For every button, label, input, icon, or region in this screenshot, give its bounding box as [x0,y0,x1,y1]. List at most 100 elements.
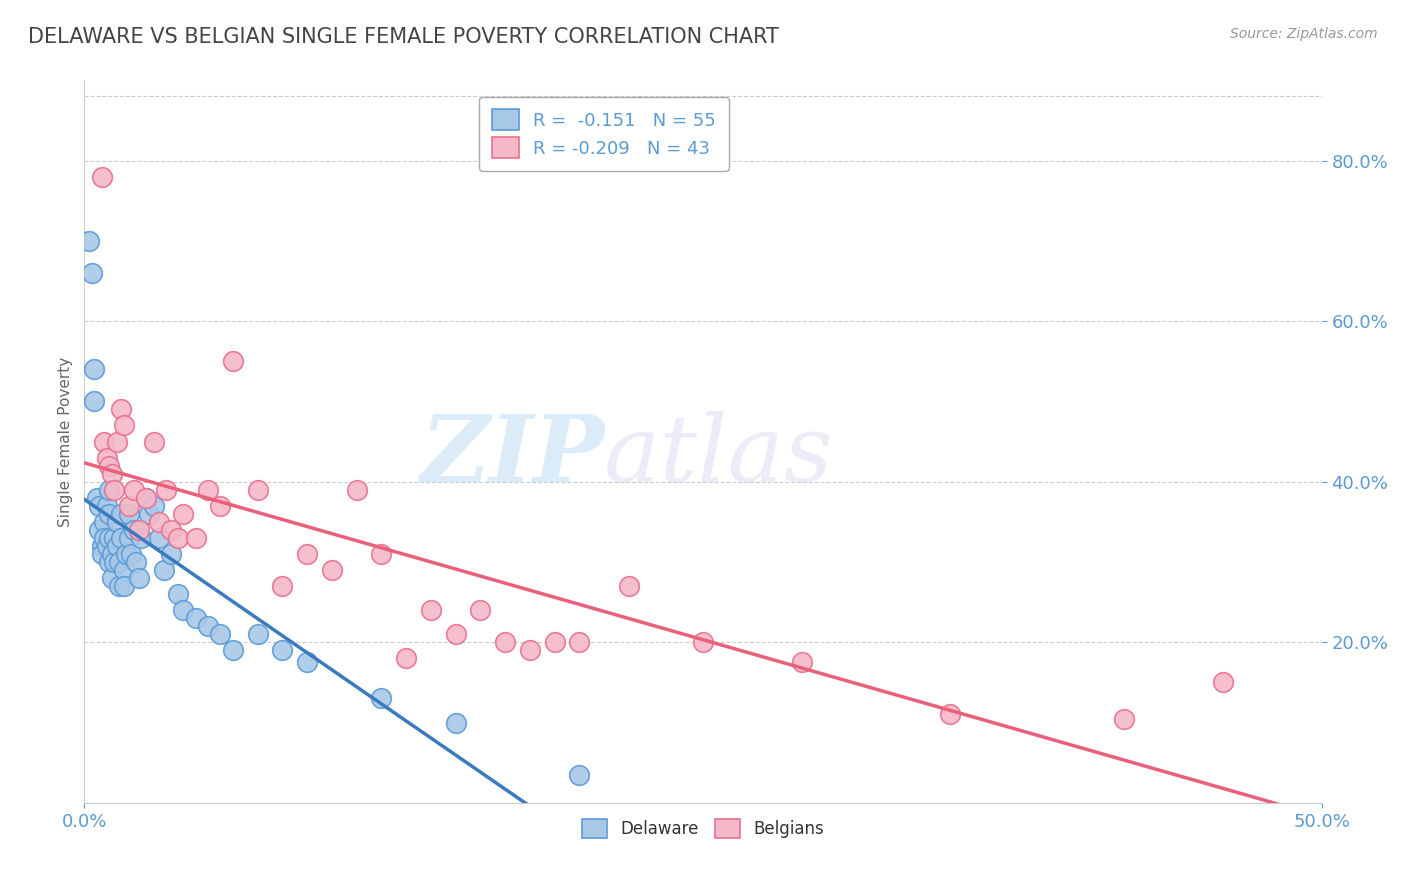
Point [98,531,121,545]
Point [122,523,145,537]
Point [617,579,640,593]
Point [568,767,591,781]
Point [112,563,135,577]
Point [93,434,115,449]
Point [222,354,245,368]
Point [93,515,115,529]
Point [148,515,170,529]
Point [118,507,141,521]
Point [172,603,194,617]
Point [246,483,269,497]
Point [160,523,183,537]
Point [295,655,318,669]
Text: Source: ZipAtlas.com: Source: ZipAtlas.com [1230,27,1378,41]
Text: atlas: atlas [605,411,834,501]
Point [1112,712,1135,726]
Point [110,402,132,417]
Point [90,539,112,553]
Point [271,579,294,593]
Point [138,507,160,521]
Point [128,523,150,537]
Point [135,491,157,505]
Point [112,579,135,593]
Point [86,491,108,505]
Point [108,555,131,569]
Point [444,627,467,641]
Point [692,635,714,649]
Point [98,555,121,569]
Point [142,499,165,513]
Point [115,547,138,561]
Point [93,531,115,545]
Point [470,603,492,617]
Point [103,483,125,497]
Point [172,507,194,521]
Point [90,547,112,561]
Point [135,491,157,505]
Point [494,635,516,649]
Point [419,603,441,617]
Point [543,635,565,649]
Point [222,643,245,657]
Point [80,266,103,280]
Point [370,691,392,706]
Text: DELAWARE VS BELGIAN SINGLE FEMALE POVERTY CORRELATION CHART: DELAWARE VS BELGIAN SINGLE FEMALE POVERT… [28,27,779,46]
Point [568,635,591,649]
Point [167,531,190,545]
Point [395,651,418,665]
Legend: Delaware, Belgians: Delaware, Belgians [575,813,831,845]
Point [96,539,118,553]
Point [103,555,125,569]
Point [98,507,121,521]
Point [110,531,132,545]
Point [96,499,118,513]
Point [79,234,101,248]
Point [100,571,122,585]
Point [1212,675,1234,690]
Point [98,483,121,497]
Point [160,547,183,561]
Y-axis label: Single Female Poverty: Single Female Poverty [58,357,73,526]
Point [105,515,128,529]
Point [184,611,207,625]
Point [370,547,392,561]
Point [129,531,152,545]
Point [96,450,118,465]
Point [108,579,131,593]
Point [519,643,541,657]
Point [148,531,170,545]
Point [321,563,343,577]
Point [118,531,141,545]
Point [184,531,207,545]
Point [197,619,219,633]
Point [118,499,141,513]
Point [89,499,111,513]
Point [83,394,105,409]
Point [246,627,269,641]
Point [790,655,813,669]
Point [346,483,368,497]
Point [197,483,219,497]
Point [83,362,105,376]
Point [167,587,190,601]
Point [209,499,232,513]
Point [100,467,122,481]
Point [155,483,177,497]
Point [98,458,121,473]
Point [295,547,318,561]
Point [89,523,111,537]
Point [103,531,125,545]
Point [271,643,294,657]
Point [128,571,150,585]
Point [112,418,135,433]
Point [152,563,174,577]
Point [120,547,142,561]
Text: ZIP: ZIP [420,411,605,501]
Point [444,715,467,730]
Point [122,483,145,497]
Point [939,707,962,722]
Point [105,539,128,553]
Point [142,434,165,449]
Point [209,627,232,641]
Point [125,555,148,569]
